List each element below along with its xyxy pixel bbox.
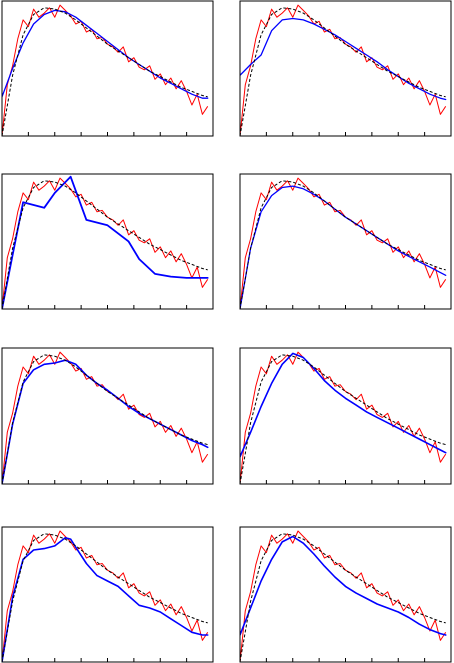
axes-frame bbox=[1, 347, 214, 485]
panel-top-left bbox=[1, 0, 214, 137]
fit-series-line bbox=[240, 185, 447, 309]
panel-second-row-left bbox=[1, 173, 214, 310]
reference-series-line bbox=[240, 354, 446, 484]
reference-series-line bbox=[2, 354, 208, 484]
noisy-series-line bbox=[2, 177, 209, 309]
axes-frame bbox=[1, 173, 214, 310]
reference-series-line bbox=[2, 180, 208, 309]
axes-frame bbox=[1, 0, 214, 137]
fit-series-line bbox=[2, 537, 209, 662]
fit-series-line bbox=[2, 359, 209, 484]
fit-series-line bbox=[240, 352, 447, 458]
reference-series-line bbox=[2, 533, 208, 662]
fit-series-line bbox=[240, 17, 447, 101]
panel-top-right bbox=[239, 0, 452, 137]
panel-bottom-right bbox=[239, 526, 452, 663]
reference-series-line bbox=[240, 7, 446, 136]
fit-series-line bbox=[240, 535, 447, 636]
noisy-series-line bbox=[240, 530, 447, 662]
panel-third-row-right bbox=[239, 347, 452, 485]
reference-series-line bbox=[2, 7, 208, 136]
axes-frame bbox=[239, 173, 452, 310]
panel-bottom-left bbox=[1, 526, 214, 663]
axes-frame bbox=[239, 526, 452, 663]
fit-series-line bbox=[2, 9, 209, 99]
noisy-series-line bbox=[240, 351, 447, 484]
reference-series-line bbox=[240, 533, 446, 662]
panel-third-row-left bbox=[1, 347, 214, 485]
noisy-series-line bbox=[240, 4, 447, 136]
axes-frame bbox=[1, 526, 214, 663]
panel-second-row-right bbox=[239, 173, 452, 310]
fit-series-line bbox=[2, 175, 209, 309]
axes-frame bbox=[239, 347, 452, 485]
reference-series-line bbox=[240, 180, 446, 309]
axes-frame bbox=[239, 0, 452, 137]
